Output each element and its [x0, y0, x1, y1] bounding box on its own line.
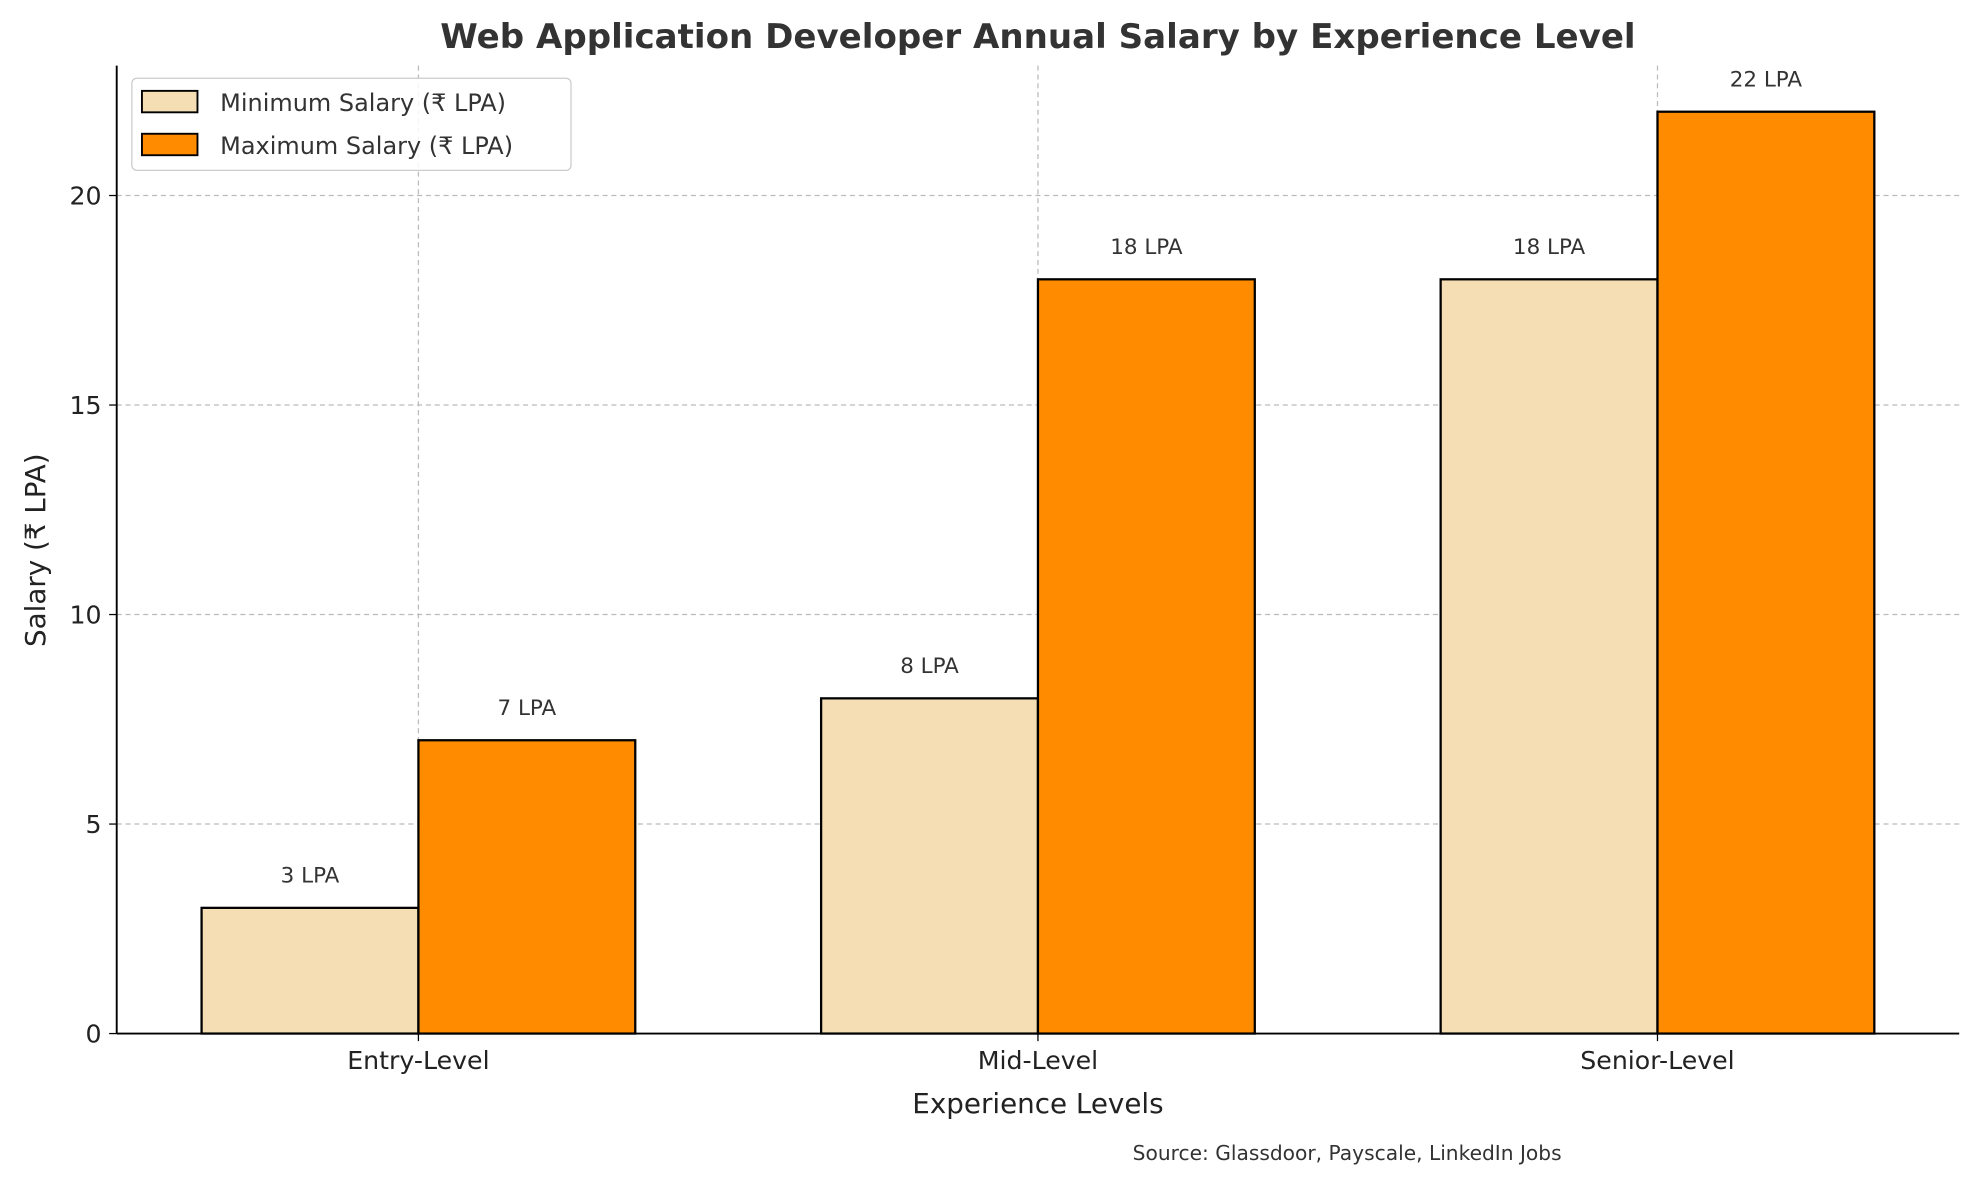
legend-swatch-minimum [141, 89, 199, 114]
legend: Minimum Salary (₹ LPA) Maximum Salary (₹… [131, 77, 572, 171]
y-tick-label: 10 [69, 600, 101, 629]
bar-minimum [1439, 278, 1659, 1035]
y-tick-label: 20 [69, 181, 101, 210]
x-tick-label: Mid-Level [978, 1046, 1098, 1075]
legend-label-minimum: Minimum Salary (₹ LPA) [220, 89, 506, 117]
bar-maximum [417, 739, 637, 1035]
legend-label-maximum: Maximum Salary (₹ LPA) [220, 132, 513, 160]
bars: 3 LPA 8 LPA 18 LPA 7 LPA 18 LPA 22 LPA [200, 67, 1876, 1035]
data-label: 7 LPA [498, 696, 557, 721]
source-note: Source: Glassdoor, Payscale, LinkedIn Jo… [1133, 1141, 1562, 1165]
bar-maximum [1656, 110, 1876, 1035]
x-tick-label: Senior-Level [1580, 1046, 1734, 1075]
y-tick-label: 0 [86, 1019, 102, 1048]
y-axis-label: Salary (₹ LPA) [19, 453, 52, 647]
bar-minimum [819, 697, 1040, 1035]
data-label: 22 LPA [1730, 67, 1803, 92]
data-label: 18 LPA [1513, 235, 1586, 260]
chart-title: Web Application Developer Annual Salary … [440, 17, 1635, 57]
x-axis-label: Experience Levels [912, 1087, 1163, 1120]
data-label: 8 LPA [900, 654, 959, 679]
bar-minimum [200, 906, 420, 1035]
legend-swatch-maximum [141, 132, 199, 157]
y-tick-label: 15 [69, 391, 101, 420]
data-label: 18 LPA [1110, 235, 1183, 260]
y-tick-label: 5 [86, 810, 102, 839]
data-label: 3 LPA [281, 864, 340, 889]
x-tick-label: Entry-Level [347, 1046, 489, 1075]
bar-maximum [1036, 278, 1256, 1035]
axes: 0 5 10 15 20 Entry-Level Mid-Level Senior-Level [69, 65, 1960, 1075]
